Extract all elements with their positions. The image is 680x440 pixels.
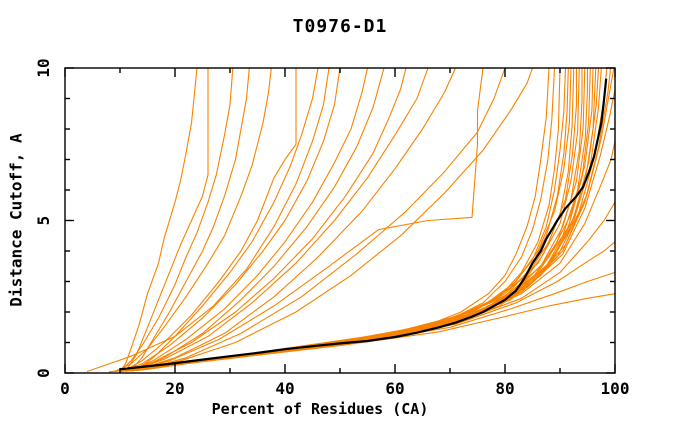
x-tick-label: 80 [495, 379, 514, 398]
model-curve [147, 67, 615, 370]
model-curve [125, 67, 602, 372]
model-curve [136, 67, 385, 371]
x-tick-label: 40 [275, 379, 294, 398]
model-curve [136, 67, 457, 371]
model-curve [125, 201, 616, 372]
x-tick-label: 100 [601, 379, 630, 398]
model-curve [141, 67, 506, 371]
x-axis-label: Percent of Residues (CA) [211, 400, 429, 418]
model-curve [119, 67, 569, 373]
model-curve [136, 67, 319, 371]
model-curve [125, 68, 297, 371]
y-axis-label: Distance Cutoff, A [6, 133, 26, 307]
highlighted-model-curve [119, 78, 608, 371]
model-curve [108, 293, 616, 373]
model-curve [119, 67, 198, 372]
model-curve [136, 67, 534, 372]
model-curve [119, 67, 341, 373]
model-curve [141, 67, 594, 371]
model-curve [114, 67, 272, 372]
x-tick-label: 60 [385, 379, 404, 398]
model-curve [125, 67, 561, 372]
model-curve [86, 67, 330, 373]
y-tick-label: 5 [34, 216, 53, 226]
model-curve [130, 67, 429, 372]
model-curve [119, 67, 234, 372]
model-curve [125, 68, 209, 372]
y-tick-label: 10 [34, 58, 53, 77]
model-curve [130, 67, 250, 371]
model-curve [130, 67, 369, 371]
model-curve [119, 241, 616, 373]
chart-title: T0976-D1 [292, 16, 388, 37]
model-curve [119, 68, 583, 373]
x-tick-label: 0 [60, 379, 70, 398]
model-curve [130, 67, 567, 372]
model-curves-group [86, 67, 616, 373]
y-tick-label: 0 [34, 368, 53, 378]
x-tick-label: 20 [165, 379, 184, 398]
model-curve [125, 68, 589, 372]
model-curve [125, 67, 407, 373]
model-curve [130, 67, 484, 372]
model-curve [130, 67, 591, 372]
